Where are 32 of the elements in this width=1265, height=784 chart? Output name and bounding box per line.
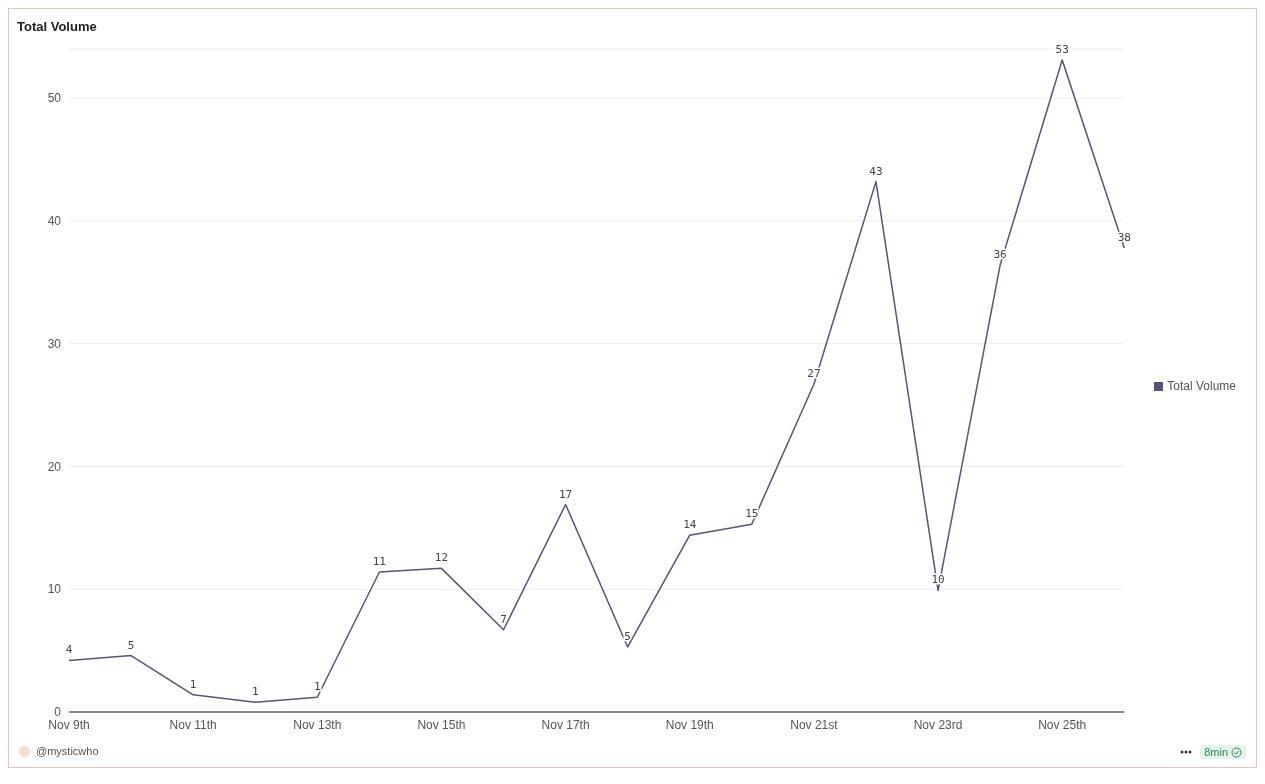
data-label: 4 [65,643,73,657]
y-tick-label: 0 [54,705,62,720]
data-label: 53 [1055,43,1069,57]
data-label: 43 [869,164,883,178]
text: 8min [1200,745,1246,759]
data-label: 7 [500,612,507,626]
y-tick-label: 30 [47,336,62,351]
chart-title: Total Volume [17,19,97,34]
text: @mysticwho [35,745,99,757]
data-label: 5 [127,638,135,652]
x-tick-label: Nov 25th [1038,717,1087,732]
legend-label: Total Volume [1167,378,1236,393]
data-label: 1 [313,680,321,694]
data-label: 5 [624,629,631,643]
data-label: 17 [558,487,573,501]
data-label: 14 [683,518,697,532]
x-tick-label: Nov 21st [790,717,839,732]
x-tick-label: Nov 17th [541,717,590,732]
y-tick-label: 10 [47,582,62,597]
x-tick-label: Nov 19th [665,717,714,732]
y-tick-label: 20 [47,459,62,474]
data-label: 11 [372,555,386,569]
y-tick-label: 50 [47,91,62,106]
data-label: 12 [434,551,449,565]
x-tick-label: Nov 23rd [913,717,963,732]
x-tick-label: Nov 13th [293,717,342,732]
x-tick-label: Nov 9th [48,717,90,732]
x-tick-label: Nov 11th [169,717,217,732]
x-tick-label: Nov 15th [417,717,466,732]
data-label: 1 [251,685,259,699]
y-tick-label: 40 [47,214,62,229]
data-label: 1 [189,677,197,691]
